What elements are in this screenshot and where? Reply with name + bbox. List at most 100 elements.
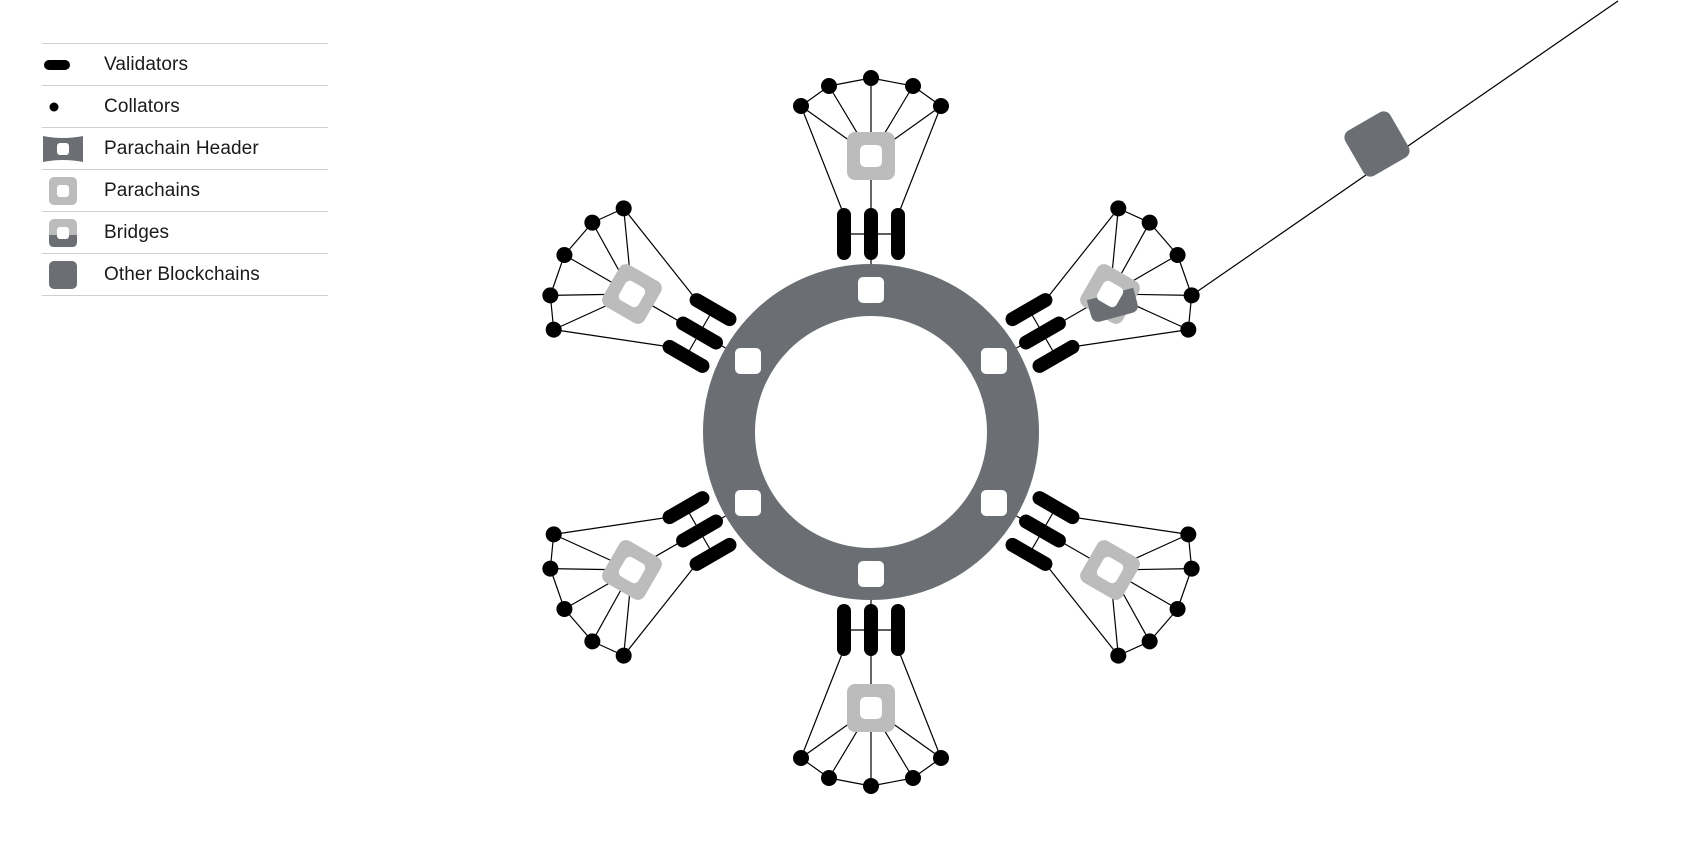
parachain-header-slot <box>735 490 762 516</box>
validator <box>662 339 710 373</box>
collator <box>1180 526 1197 543</box>
validator <box>1005 293 1053 327</box>
collator <box>821 78 837 94</box>
parachain-core <box>618 280 646 308</box>
collator <box>1141 633 1158 650</box>
bridge-node <box>1080 264 1140 324</box>
collator <box>1183 287 1200 304</box>
parachain-header-icon <box>42 128 84 169</box>
legend: Validators Collators Parachain Header Pa… <box>42 43 328 296</box>
other-blockchain-icon <box>42 254 84 295</box>
collator <box>584 633 601 650</box>
validator <box>1019 514 1066 548</box>
collator <box>545 321 562 338</box>
fan-edge-line <box>553 516 670 535</box>
collator <box>933 750 949 766</box>
parachain-top <box>793 70 949 303</box>
fan-edge-line <box>897 105 942 216</box>
parachain-core <box>860 697 882 719</box>
legend-item-parachains: Parachains <box>42 170 328 212</box>
parachain-node <box>847 132 895 180</box>
collator <box>615 647 632 664</box>
parachain-node <box>602 540 662 600</box>
relay-chain-ring <box>703 264 1039 600</box>
collator <box>1110 647 1127 664</box>
parachain-header-slot <box>858 561 884 587</box>
legend-label: Bridges <box>104 221 170 243</box>
legend-item-other-blockchains: Other Blockchains <box>42 254 328 296</box>
validator <box>1019 316 1066 350</box>
bridge-upper-right <box>980 200 1200 374</box>
parachain-upper-left <box>542 200 762 374</box>
collator <box>863 778 879 794</box>
collator <box>905 770 921 786</box>
legend-label: Parachain Header <box>104 137 259 159</box>
collator <box>1183 560 1200 577</box>
validator <box>1032 339 1080 373</box>
parachain-node <box>602 264 662 324</box>
parachain-bottom <box>793 561 949 794</box>
collator <box>1180 321 1197 338</box>
parachain-header-slot <box>980 348 1007 374</box>
fan-edge-line <box>800 105 845 216</box>
legend-label: Validators <box>104 53 189 75</box>
parachain-lower-right <box>980 490 1200 664</box>
parachain-header-slot <box>735 348 762 374</box>
collator <box>1169 247 1186 263</box>
collator <box>905 78 921 94</box>
validator <box>1005 537 1053 571</box>
collator <box>933 98 949 114</box>
legend-item-collators: Collators <box>42 86 328 128</box>
legend-label: Parachains <box>104 179 201 201</box>
parachain-header-slot <box>858 277 884 303</box>
fan-edge-line <box>623 563 698 656</box>
fan-edge-line <box>1072 329 1189 348</box>
legend-item-validators: Validators <box>42 44 328 86</box>
validator <box>689 537 737 571</box>
collator <box>542 560 559 577</box>
collator <box>584 214 601 231</box>
collator <box>1110 200 1127 217</box>
validator <box>662 491 710 525</box>
collator <box>863 70 879 86</box>
collator <box>556 247 573 263</box>
fan-edge-line <box>800 648 845 759</box>
validator-icon <box>42 44 84 85</box>
fan-edge-line <box>1044 208 1119 301</box>
bridge-icon <box>42 212 84 253</box>
fan-edge-line <box>553 329 670 348</box>
legend-item-parachain-header: Parachain Header <box>42 128 328 170</box>
validator <box>689 293 737 327</box>
collator <box>793 98 809 114</box>
parachain-core <box>1096 556 1124 584</box>
collator <box>1169 601 1186 617</box>
legend-label: Collators <box>104 95 180 117</box>
parachain-node <box>1080 540 1140 600</box>
legend-item-bridges: Bridges <box>42 212 328 254</box>
collator <box>615 200 632 217</box>
fan-edge-line <box>897 648 942 759</box>
validator <box>676 514 723 548</box>
diagram-shapes <box>542 70 1410 794</box>
parachain-core <box>860 145 882 167</box>
validator <box>676 316 723 350</box>
parachain-icon <box>42 170 84 211</box>
fan-edge-line <box>1072 516 1189 535</box>
collator <box>821 770 837 786</box>
parachain-header-slot <box>980 490 1007 516</box>
collator <box>542 287 559 304</box>
collator <box>793 750 809 766</box>
collator <box>556 601 573 617</box>
collator <box>545 526 562 543</box>
collator <box>1141 214 1158 231</box>
validator <box>1032 491 1080 525</box>
collator-icon <box>42 86 84 127</box>
parachain-core <box>618 556 646 584</box>
connection-lines <box>549 0 1619 787</box>
parachain-node <box>847 684 895 732</box>
parachain-core <box>1096 280 1124 308</box>
fan-edge-line <box>1044 563 1119 656</box>
parachain-lower-left <box>542 490 762 664</box>
legend-label: Other Blockchains <box>104 263 260 285</box>
